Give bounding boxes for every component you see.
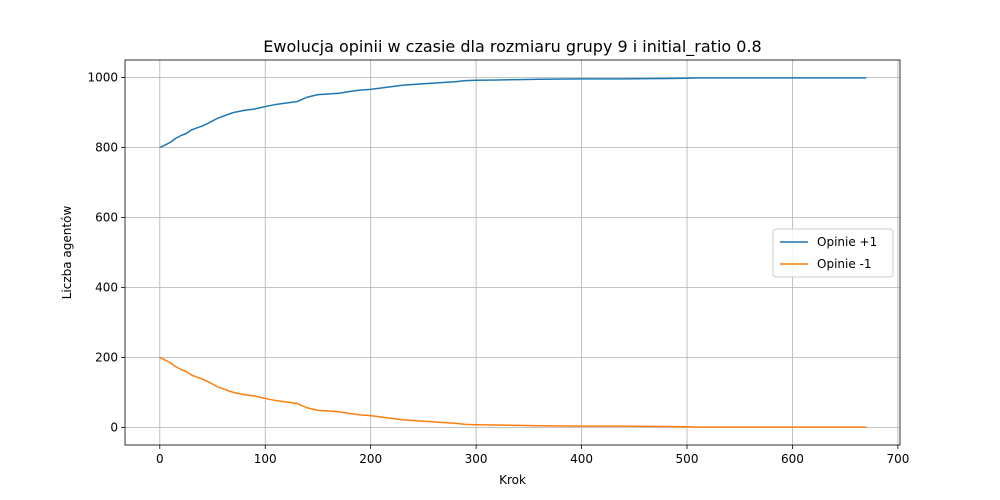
axis-ticks: 0 100 200 300 400 500 600 700 0 200 400 600 800 1000 (87, 71, 909, 467)
y-tick-label: 200 (95, 351, 118, 365)
legend: Opinie +1 Opinie -1 (772, 228, 894, 278)
series-line-2 (159, 356, 867, 428)
x-tick-label: 500 (676, 452, 699, 466)
y-tick-label: 0 (110, 421, 118, 435)
series-lines (159, 77, 867, 428)
chart-title: Ewolucja opinii w czasie dla rozmiaru gr… (263, 37, 761, 57)
legend-label-2: Opinie -1 (817, 257, 872, 271)
x-tick-label: 0 (156, 452, 164, 466)
plot-frame (124, 59, 901, 446)
x-tick-label: 700 (886, 452, 909, 466)
y-tick-label: 600 (95, 211, 118, 225)
x-tick-label: 400 (570, 452, 593, 466)
legend-label-1: Opinie +1 (817, 235, 877, 249)
legend-box (772, 228, 894, 278)
y-tick-label: 1000 (87, 71, 118, 85)
x-tick-label: 600 (781, 452, 804, 466)
x-tick-label: 100 (254, 452, 277, 466)
x-tick-label: 300 (465, 452, 488, 466)
x-tick-label: 200 (359, 452, 382, 466)
x-axis-label: Krok (499, 473, 526, 487)
y-tick-label: 800 (95, 141, 118, 155)
y-tick-label: 400 (95, 281, 118, 295)
series-line-1 (159, 77, 867, 149)
grid (125, 60, 900, 445)
y-axis-label: Liczba agentów (60, 206, 74, 300)
